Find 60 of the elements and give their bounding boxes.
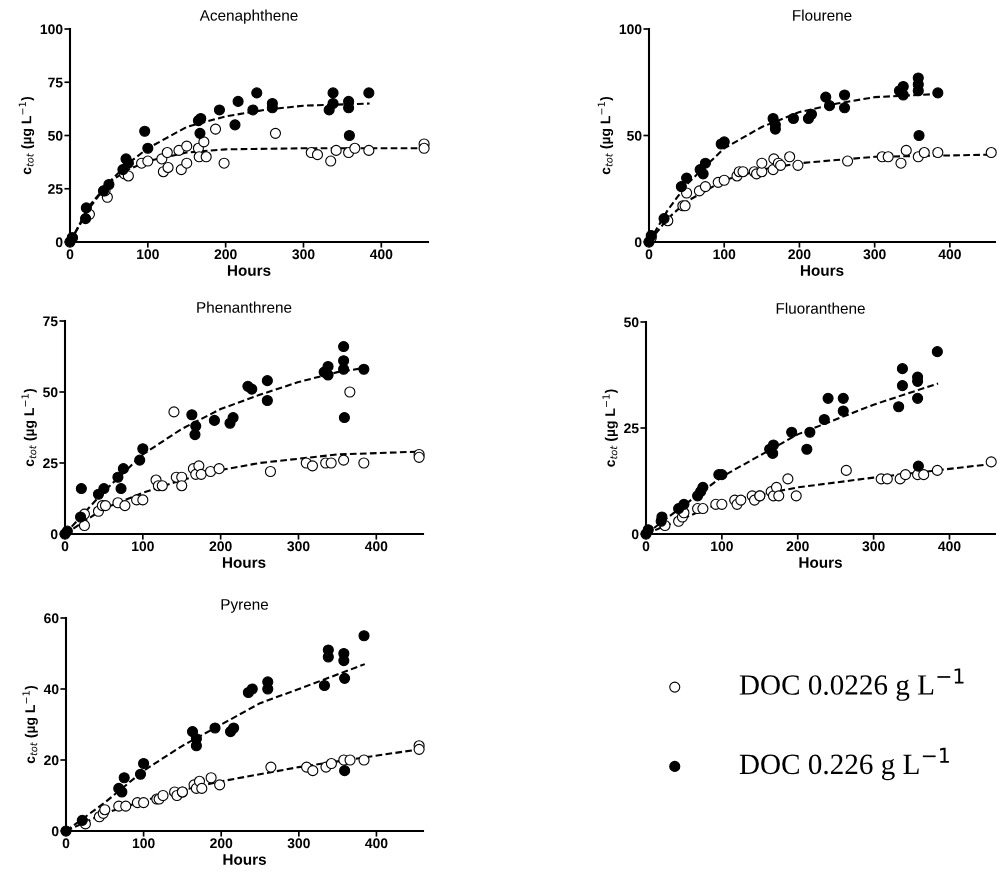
y-tick-label: 75 — [48, 77, 63, 88]
y-tick-label: 75 — [43, 316, 58, 327]
y-tick-label: 25 — [48, 184, 63, 194]
legend-label: DOC 0.226 g L$^{−1}$ — [739, 747, 949, 781]
x-tick-label: 100 — [132, 838, 155, 849]
x-tick-label: 400 — [369, 249, 393, 260]
y-tick-label: 25 — [43, 458, 58, 469]
y-axis-title: c$_{tot}$ (µg L$^{−1}$) — [21, 388, 37, 467]
x-axis-title: Hours — [800, 265, 844, 276]
chart-title: Pyrene — [221, 599, 269, 613]
x-tick-label: 300 — [862, 541, 885, 552]
chart-title: Phenanthrene — [197, 301, 292, 313]
x-tick-label: 0 — [66, 249, 74, 260]
y-tick-label: 25 — [624, 423, 639, 434]
y-tick-label: 100 — [619, 24, 642, 35]
chart-title: Acenaphthene — [199, 9, 298, 24]
y-tick-label: 50 — [43, 387, 58, 398]
x-tick-label: 300 — [863, 249, 886, 260]
y-tick-label: 60 — [44, 613, 59, 624]
x-tick-label: 200 — [210, 838, 233, 849]
x-tick-label: 200 — [209, 541, 232, 552]
y-tick-label: 50 — [624, 317, 639, 328]
x-tick-label: 100 — [713, 249, 736, 260]
x-axis-title: Hours — [799, 557, 842, 568]
x-tick-label: 100 — [711, 541, 733, 552]
x-tick-label: 0 — [62, 838, 70, 849]
x-tick-label: 400 — [365, 838, 388, 849]
y-axis-title: c$_{tot}$ (µg L$^{−1}$) — [22, 685, 38, 764]
y-tick-label: 20 — [44, 755, 59, 766]
y-tick-label: 100 — [40, 24, 63, 35]
y-tick-label: 0 — [631, 529, 639, 540]
x-axis-title: Hours — [222, 557, 266, 568]
y-tick-label: 0 — [51, 826, 59, 837]
x-tick-label: 300 — [287, 838, 310, 849]
x-tick-label: 200 — [788, 249, 811, 260]
y-tick-label: 40 — [43, 684, 59, 695]
y-axis-title: c$_{tot}$ (µg L$^{−1}$) — [597, 96, 614, 175]
x-tick-label: 400 — [364, 541, 388, 552]
x-tick-label: 100 — [132, 541, 154, 552]
y-axis-title: c$_{tot}$ (µg L$^{−1}$) — [18, 96, 35, 175]
y-tick-label: 50 — [48, 130, 63, 141]
y-tick-label: 50 — [627, 130, 642, 141]
x-tick-label: 400 — [938, 249, 961, 260]
x-tick-label: 300 — [292, 249, 315, 260]
x-tick-label: 0 — [642, 541, 650, 552]
y-axis-title: c$_{tot}$ (µg L$^{−1}$) — [602, 389, 618, 467]
x-tick-label: 200 — [786, 541, 809, 552]
y-tick-label: 0 — [50, 529, 58, 540]
y-tick-label: 0 — [55, 237, 63, 248]
x-tick-label: 0 — [645, 249, 653, 260]
x-axis-title: Hours — [227, 265, 271, 276]
x-axis-title: Hours — [223, 854, 266, 865]
chart-title: Flourene — [793, 9, 852, 21]
x-tick-label: 300 — [287, 541, 310, 552]
x-tick-label: 100 — [137, 249, 159, 260]
x-tick-label: 200 — [214, 249, 237, 260]
chart-title: Fluoranthene — [776, 302, 865, 314]
y-tick-label: 0 — [634, 237, 642, 248]
x-tick-label: 400 — [938, 541, 961, 552]
legend-label: DOC 0.0226 g L$^{−1}$ — [739, 668, 964, 701]
